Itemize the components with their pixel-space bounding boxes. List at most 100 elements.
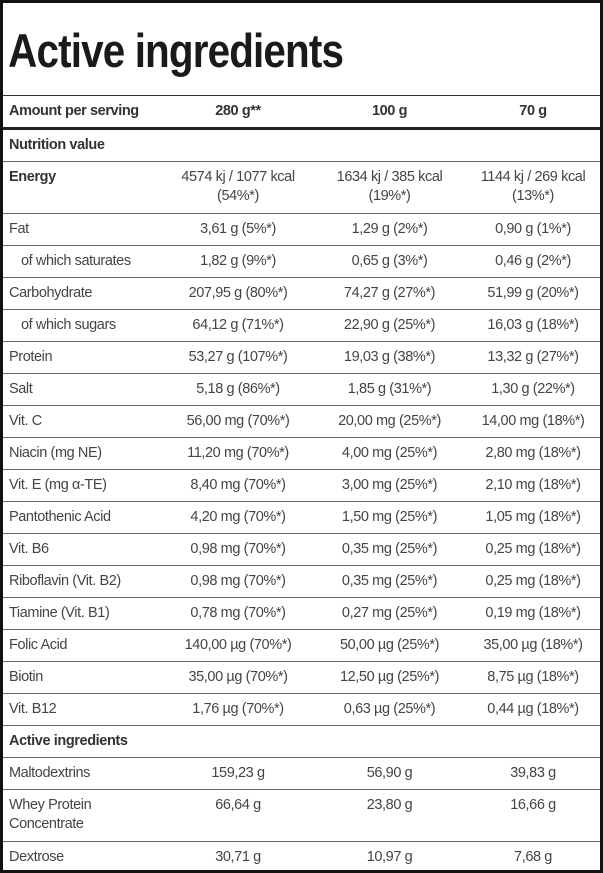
row-value: 13,32 g (27%*) <box>487 349 579 365</box>
section-row: Active ingredients <box>3 725 600 758</box>
row-value: 0,35 mg (25%*) <box>341 573 438 589</box>
row-value: 12,50 µg (25%*) <box>339 669 440 685</box>
row-value: 4574 kj / 1077 kcal (54%*) <box>181 169 295 204</box>
table-row: Vit. B6 0,98 mg (70%*) 0,35 mg (25%*) 0,25 … <box>3 533 600 566</box>
row-label: Niacin (mg NE) <box>9 445 102 461</box>
table-row: Maltodextrins 159,23 g 56,90 g 39,83 g <box>3 757 600 790</box>
row-value: 7,68 g <box>514 849 552 865</box>
row-value: 0,44 µg (18%*) <box>487 701 579 717</box>
row-label: Carbohydrate <box>9 285 93 301</box>
table-row: Carbohydrate 207,95 g (80%*) 74,27 g (27%*… <box>3 277 600 310</box>
row-value: 1,30 g (22%*) <box>491 381 575 397</box>
table-row: Niacin (mg NE) 11,20 mg (70%*) 4,00 mg (25… <box>3 437 600 470</box>
row-value: 3,00 mg (25%*) <box>341 477 438 493</box>
row-value: 0,63 µg (25%*) <box>343 701 436 717</box>
row-value: 0,27 mg (25%*) <box>341 605 438 621</box>
row-label: Salt <box>9 381 33 397</box>
row-value: 22,90 g (25%*) <box>343 317 436 333</box>
table-row: Energy 4574 kj / 1077 kcal (54%*) 1634 kj … <box>3 161 600 214</box>
table-row: Dextrose 30,71 g 10,97 g 7,68 g <box>3 841 600 873</box>
row-label: Pantothenic Acid <box>9 509 111 525</box>
table-row: Vit. B12 1,76 µg (70%*) 0,63 µg (25%*) 0,44… <box>3 693 600 726</box>
row-value: 10,97 g <box>366 849 413 865</box>
row-label: Tiamine (Vit. B1) <box>9 605 110 621</box>
row-value: 0,46 g (2%*) <box>495 253 571 269</box>
row-value: 4,00 mg (25%*) <box>341 445 438 461</box>
row-value: 39,83 g <box>510 765 556 781</box>
table-row: Tiamine (Vit. B1) 0,78 mg (70%*) 0,27 mg (… <box>3 597 600 630</box>
table-row: of which saturates 1,82 g (9%*) 0,65 g (3%… <box>3 245 600 278</box>
row-value: 1144 kj / 269 kcal (13%*) <box>480 169 586 204</box>
table-row: Pantothenic Acid 4,20 mg (70%*) 1,50 mg (2… <box>3 501 600 534</box>
row-value: 1,82 g (9%*) <box>200 253 276 269</box>
table-row: Vit. E (mg α-TE) 8,40 mg (70%*) 3,00 mg (2… <box>3 469 600 502</box>
table-header-row: Amount per serving 280 g** 100 g 70 g <box>3 95 600 130</box>
row-value: 1,05 mg (18%*) <box>485 509 581 525</box>
table-row: Biotin 35,00 µg (70%*) 12,50 µg (25%*) 8,75… <box>3 661 600 694</box>
row-value: 20,00 mg (25%*) <box>338 413 441 429</box>
row-value: 51,99 g (20%*) <box>487 285 579 301</box>
row-value: 50,00 µg (25%*) <box>339 637 440 653</box>
row-value: 14,00 mg (18%*) <box>481 413 585 429</box>
row-value: 1,50 mg (25%*) <box>341 509 438 525</box>
row-label: Vit. E (mg α-TE) <box>9 477 107 493</box>
row-value: 74,27 g (27%*) <box>343 285 436 301</box>
row-value: 23,80 g <box>366 797 413 813</box>
row-label: Vit. C <box>9 413 42 429</box>
section-title: Active ingredients <box>9 733 128 749</box>
row-value: 159,23 g <box>211 765 265 781</box>
row-label: of which saturates <box>21 253 131 269</box>
row-value: 0,78 mg (70%*) <box>190 605 286 621</box>
row-label: Vit. B12 <box>9 701 57 717</box>
row-value: 8,75 µg (18%*) <box>487 669 579 685</box>
row-label: Biotin <box>9 669 43 685</box>
row-value: 35,00 µg (70%*) <box>188 669 288 685</box>
row-value: 2,10 mg (18%*) <box>485 477 581 493</box>
row-label: of which sugars <box>21 317 116 333</box>
table-row: Fat 3,61 g (5%*) 1,29 g (2%*) 0,90 g (1%*) <box>3 213 600 246</box>
row-value: 8,40 mg (70%*) <box>190 477 286 493</box>
row-value: 30,71 g <box>215 849 261 865</box>
row-value: 0,90 g (1%*) <box>495 221 571 237</box>
table-row: Folic Acid 140,00 µg (70%*) 50,00 µg (25%*… <box>3 629 600 662</box>
row-label: Folic Acid <box>9 637 68 653</box>
row-value: 4,20 mg (70%*) <box>190 509 286 525</box>
row-value: 0,25 mg (18%*) <box>485 573 581 589</box>
section-title: Nutrition value <box>9 137 105 153</box>
row-value: 0,98 mg (70%*) <box>190 541 286 557</box>
row-value: 1,85 g (31%*) <box>347 381 432 397</box>
row-value: 56,00 mg (70%*) <box>186 413 290 429</box>
table-row: Vit. C 56,00 mg (70%*) 20,00 mg (25%*) 14,0… <box>3 405 600 438</box>
row-value: 2,80 mg (18%*) <box>485 445 581 461</box>
row-label: Riboflavin (Vit. B2) <box>9 573 121 589</box>
row-value: 66,64 g <box>215 797 261 813</box>
header-col-70g: 70 g <box>519 103 547 119</box>
row-label: Dextrose <box>9 849 64 865</box>
row-value: 0,65 g (3%*) <box>351 253 428 269</box>
nutrition-table: Amount per serving 280 g** 100 g 70 g Nu… <box>3 95 600 873</box>
page-title: Active ingredients <box>8 24 344 77</box>
table-row: Protein 53,27 g (107%*) 19,03 g (38%*) 13,3… <box>3 341 600 374</box>
row-value: 56,90 g <box>366 765 413 781</box>
row-label: Energy <box>9 169 56 185</box>
row-value: 16,03 g (18%*) <box>487 317 579 333</box>
row-label: Maltodextrins <box>9 765 91 781</box>
header-col-100g: 100 g <box>371 103 408 119</box>
row-value: 3,61 g (5%*) <box>200 221 276 237</box>
row-label: Protein <box>9 349 53 365</box>
table-row: of which sugars 64,12 g (71%*) 22,90 g (25… <box>3 309 600 342</box>
row-value: 64,12 g (71%*) <box>192 317 284 333</box>
table-row: Whey Protein Concentrate 66,64 g 23,80 g 16… <box>3 789 600 842</box>
row-value: 1634 kj / 385 kcal (19%*) <box>336 169 443 204</box>
table-row: Riboflavin (Vit. B2) 0,98 mg (70%*) 0,35 m… <box>3 565 600 598</box>
row-value: 16,66 g <box>510 797 556 813</box>
row-value: 11,20 mg (70%*) <box>187 445 289 461</box>
row-value: 0,19 mg (18%*) <box>485 605 581 621</box>
row-value: 5,18 g (86%*) <box>196 381 280 397</box>
row-value: 1,29 g (2%*) <box>351 221 428 237</box>
header-label: Amount per serving <box>9 103 139 119</box>
section-row: Nutrition value <box>3 128 600 162</box>
row-value: 207,95 g (80%*) <box>188 285 288 301</box>
row-value: 140,00 µg (70%*) <box>184 637 292 653</box>
